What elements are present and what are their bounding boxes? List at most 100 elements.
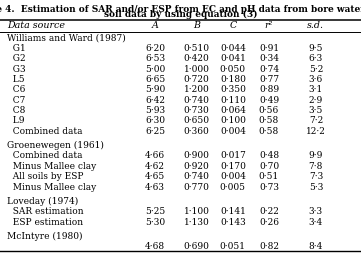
Text: 1·130: 1·130 (184, 218, 210, 226)
Text: 0·49: 0·49 (259, 96, 279, 105)
Text: 9·9: 9·9 (309, 151, 323, 160)
Text: 0·170: 0·170 (220, 162, 246, 171)
Text: SAR estimation: SAR estimation (7, 207, 84, 216)
Text: 8·4: 8·4 (309, 242, 323, 251)
Text: 0·041: 0·041 (220, 54, 246, 63)
Text: 7·2: 7·2 (309, 117, 323, 125)
Text: 1·100: 1·100 (184, 207, 210, 216)
Text: 0·770: 0·770 (184, 183, 210, 191)
Text: soil data by using equation (3): soil data by using equation (3) (104, 10, 257, 19)
Text: 0·720: 0·720 (184, 75, 210, 84)
Text: Data source: Data source (7, 21, 65, 30)
Text: 1·200: 1·200 (184, 85, 210, 94)
Text: 0·650: 0·650 (184, 117, 210, 125)
Text: Groenewegen (1961): Groenewegen (1961) (7, 141, 104, 150)
Text: 1·000: 1·000 (184, 65, 210, 74)
Text: 4·63: 4·63 (145, 183, 165, 191)
Text: 0·73: 0·73 (259, 183, 279, 191)
Text: 7·8: 7·8 (309, 162, 323, 171)
Text: 0·510: 0·510 (184, 44, 210, 53)
Text: 0·050: 0·050 (220, 65, 246, 74)
Text: 3·3: 3·3 (309, 207, 323, 216)
Text: 0·420: 0·420 (184, 54, 210, 63)
Text: 0·017: 0·017 (220, 151, 246, 160)
Text: 0·70: 0·70 (259, 162, 279, 171)
Text: 0·920: 0·920 (184, 162, 210, 171)
Text: s.d.: s.d. (307, 21, 325, 30)
Text: 0·004: 0·004 (220, 172, 246, 181)
Text: 0·900: 0·900 (184, 151, 210, 160)
Text: 5·00: 5·00 (145, 65, 165, 74)
Text: 0·005: 0·005 (220, 183, 246, 191)
Text: 6·30: 6·30 (145, 117, 165, 125)
Text: 4·68: 4·68 (145, 242, 165, 251)
Text: 0·004: 0·004 (220, 127, 246, 136)
Text: 0·740: 0·740 (184, 172, 210, 181)
Text: 0·360: 0·360 (184, 127, 210, 136)
Text: 0·91: 0·91 (259, 44, 279, 53)
Text: 5·2: 5·2 (309, 65, 323, 74)
Text: L5: L5 (7, 75, 25, 84)
Text: 3·1: 3·1 (309, 85, 323, 94)
Text: 0·82: 0·82 (259, 242, 279, 251)
Text: A: A (152, 21, 159, 30)
Text: All soils by ESP: All soils by ESP (7, 172, 84, 181)
Text: 5·3: 5·3 (309, 183, 323, 191)
Text: 6·53: 6·53 (145, 54, 165, 63)
Text: 0·89: 0·89 (259, 85, 279, 94)
Text: 4·62: 4·62 (145, 162, 165, 171)
Text: 0·141: 0·141 (220, 207, 246, 216)
Text: 3·4: 3·4 (309, 218, 323, 226)
Text: 0·051: 0·051 (220, 242, 246, 251)
Text: Combined data: Combined data (7, 151, 83, 160)
Text: G2: G2 (7, 54, 26, 63)
Text: 9·5: 9·5 (309, 44, 323, 53)
Text: 0·110: 0·110 (220, 96, 246, 105)
Text: L9: L9 (7, 117, 25, 125)
Text: 0·48: 0·48 (259, 151, 279, 160)
Text: G1: G1 (7, 44, 26, 53)
Text: 0·180: 0·180 (220, 75, 246, 84)
Text: 3·6: 3·6 (309, 75, 323, 84)
Text: 0·51: 0·51 (259, 172, 279, 181)
Text: Minus Mallee clay: Minus Mallee clay (7, 183, 96, 191)
Text: 6·3: 6·3 (309, 54, 323, 63)
Text: 6·20: 6·20 (145, 44, 165, 53)
Text: ESP estimation: ESP estimation (7, 218, 83, 226)
Text: 6·25: 6·25 (145, 127, 165, 136)
Text: 0·690: 0·690 (184, 242, 210, 251)
Text: 0·100: 0·100 (220, 117, 246, 125)
Text: 3·5: 3·5 (309, 106, 323, 115)
Text: 0·77: 0·77 (259, 75, 279, 84)
Text: C: C (229, 21, 236, 30)
Text: 0·74: 0·74 (259, 65, 279, 74)
Text: 0·26: 0·26 (259, 218, 279, 226)
Text: 0·730: 0·730 (184, 106, 210, 115)
Text: 6·65: 6·65 (145, 75, 165, 84)
Text: B: B (193, 21, 200, 30)
Text: McIntyre (1980): McIntyre (1980) (7, 232, 83, 241)
Text: Minus Mallee clay: Minus Mallee clay (7, 162, 96, 171)
Text: G3: G3 (7, 65, 26, 74)
Text: 0·044: 0·044 (220, 44, 246, 53)
Text: 5·25: 5·25 (145, 207, 165, 216)
Text: 0·350: 0·350 (220, 85, 246, 94)
Text: 2·9: 2·9 (309, 96, 323, 105)
Text: 12·2: 12·2 (306, 127, 326, 136)
Text: 0·58: 0·58 (259, 127, 279, 136)
Text: 0·58: 0·58 (259, 117, 279, 125)
Text: C8: C8 (7, 106, 26, 115)
Text: 0·56: 0·56 (259, 106, 279, 115)
Text: 0·740: 0·740 (184, 96, 210, 105)
Text: Table 4.  Estimation of SAR and/or ESP from EC and pH data from bore water and: Table 4. Estimation of SAR and/or ESP fr… (0, 5, 361, 14)
Text: C6: C6 (7, 85, 26, 94)
Text: 5·93: 5·93 (145, 106, 165, 115)
Text: 0·34: 0·34 (259, 54, 279, 63)
Text: Loveday (1974): Loveday (1974) (7, 197, 78, 206)
Text: C7: C7 (7, 96, 26, 105)
Text: Combined data: Combined data (7, 127, 83, 136)
Text: Williams and Ward (1987): Williams and Ward (1987) (7, 34, 126, 43)
Text: 6·42: 6·42 (145, 96, 165, 105)
Text: 0·143: 0·143 (220, 218, 246, 226)
Text: 5·30: 5·30 (145, 218, 165, 226)
